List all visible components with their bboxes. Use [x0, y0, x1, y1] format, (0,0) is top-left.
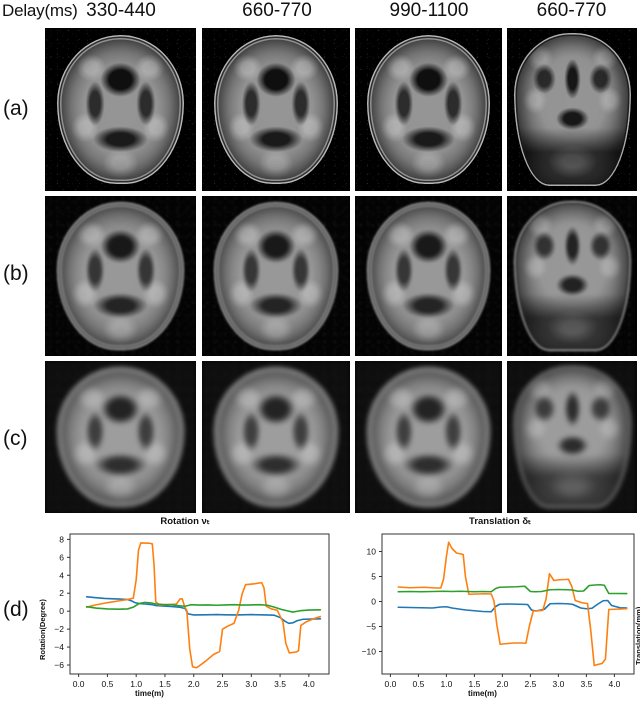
- mri-image-axial: [45, 196, 196, 356]
- mri-panel-b4: [507, 196, 637, 356]
- x-tick-label: 2.0: [188, 679, 200, 689]
- brain-coronal-slice: [513, 365, 631, 509]
- mri-image-axial: [355, 361, 502, 513]
- series-line-series_3: [397, 583, 628, 595]
- column-header-4: 660-770: [536, 0, 607, 21]
- y-tick-label: 5: [371, 572, 376, 582]
- translation-plot-title: Translation δₜ: [469, 516, 531, 527]
- mri-panel-b2: [202, 196, 350, 356]
- mri-image-axial: [45, 28, 196, 191]
- row-label-b: (b): [3, 262, 29, 285]
- y-tick-label: 6: [59, 552, 64, 562]
- row-label-d: (d): [3, 598, 29, 621]
- x-tick-label: 0.0: [384, 679, 396, 689]
- mri-image-axial: [202, 361, 350, 513]
- row-label-c: (c): [3, 427, 28, 450]
- mri-image-axial: [202, 28, 350, 191]
- translation-plot: 0.0 0.5 1.0 1.5 2.0 2.5 3.0 3.5 4.0 10 5 0 −5 −10: [362, 533, 635, 689]
- series-line-series_1: [85, 596, 322, 625]
- x-tick-label: 1.5: [159, 679, 171, 689]
- x-tick-label: 1.5: [468, 679, 480, 689]
- x-tick-label: 2.5: [524, 679, 536, 689]
- brain-axial-slice: [366, 367, 491, 507]
- series-line-series_2: [85, 542, 322, 669]
- y-tick-label: −5: [366, 622, 376, 632]
- y-tick-label: 0: [59, 606, 64, 616]
- brain-coronal-slice: [513, 32, 631, 187]
- x-tick-label: 3.0: [552, 679, 564, 689]
- brain-axial-slice: [213, 202, 339, 350]
- mri-panel-b1: [45, 196, 196, 356]
- x-tick-label: 2.0: [496, 679, 508, 689]
- mri-panel-c2: [202, 361, 350, 513]
- series-line-series_3: [85, 601, 322, 613]
- x-tick-label: 3.5: [580, 679, 592, 689]
- rotation-plot-title: Rotation νₜ: [160, 516, 210, 527]
- translation-y-axis-label: Translation(mm): [634, 606, 640, 665]
- column-header-1: 330-440: [86, 0, 156, 21]
- column-header-2: 660-770: [242, 0, 312, 21]
- x-tick-label: 0.5: [101, 679, 113, 689]
- y-tick-label: 4: [59, 570, 64, 580]
- mri-panel-a4: [507, 28, 637, 191]
- brain-axial-slice: [366, 202, 491, 350]
- mri-image-axial: [202, 196, 350, 356]
- brain-axial-slice: [57, 34, 184, 185]
- column-header-3: 990-1100: [389, 0, 469, 21]
- mri-image-axial: [355, 28, 502, 191]
- y-tick-label: −2: [54, 624, 64, 634]
- y-tick-label: −4: [54, 642, 64, 652]
- x-tick-label: 3.0: [245, 679, 257, 689]
- mri-panel-a2: [202, 28, 350, 191]
- x-tick-label: 4.0: [608, 679, 620, 689]
- x-tick-label: 0.0: [73, 679, 85, 689]
- x-tick-label: 2.5: [217, 679, 229, 689]
- brain-axial-slice: [213, 34, 339, 185]
- mri-image-axial: [45, 361, 196, 513]
- mri-panel-a3: [355, 28, 502, 191]
- brain-axial-slice: [57, 367, 184, 507]
- mri-panel-c3: [355, 361, 502, 513]
- brain-coronal-slice: [513, 200, 631, 352]
- y-tick-label: −6: [54, 660, 64, 670]
- x-tick-label: 1.0: [130, 679, 142, 689]
- delay-axis-label: Delay(ms): [2, 1, 78, 20]
- plot-frame: [381, 533, 635, 675]
- mri-image-axial: [355, 196, 502, 356]
- mri-image-coronal: [507, 361, 637, 513]
- rotation-plot: 0.0 0.5 1.0 1.5 2.0 2.5 3.0 3.5 4.0 8 6 4 2 0 −2 −4 −6: [54, 533, 330, 689]
- mri-image-coronal: [507, 196, 637, 356]
- mri-image-coronal: [507, 28, 637, 191]
- y-tick-label: 8: [59, 534, 64, 544]
- rotation-y-axis-label: Rotation(Degree): [38, 599, 47, 660]
- brain-axial-slice: [213, 367, 339, 507]
- mri-panel-c4: [507, 361, 637, 513]
- plot-frame: [69, 533, 330, 675]
- series-line-series_2: [397, 541, 628, 667]
- y-tick-label: 2: [59, 588, 64, 598]
- row-label-a: (a): [3, 97, 29, 120]
- translation-x-axis-label: time(m): [468, 689, 497, 698]
- x-tick-label: 0.5: [412, 679, 424, 689]
- y-tick-label: −10: [362, 647, 377, 657]
- y-tick-label: 10: [367, 547, 377, 557]
- x-tick-label: 4.0: [303, 679, 315, 689]
- column-header-row: Delay(ms) 330-440 660-770 990-1100 660-7…: [0, 0, 640, 26]
- x-tick-label: 1.0: [440, 679, 452, 689]
- x-tick-label: 3.5: [274, 679, 286, 689]
- y-tick-label: 0: [371, 597, 376, 607]
- brain-axial-slice: [366, 34, 491, 185]
- mri-panel-a1: [45, 28, 196, 191]
- rotation-x-axis-label: time(m): [135, 689, 164, 698]
- series-line-series_1: [397, 599, 628, 613]
- brain-axial-slice: [57, 202, 184, 350]
- mri-panel-b3: [355, 196, 502, 356]
- mri-panel-c1: [45, 361, 196, 513]
